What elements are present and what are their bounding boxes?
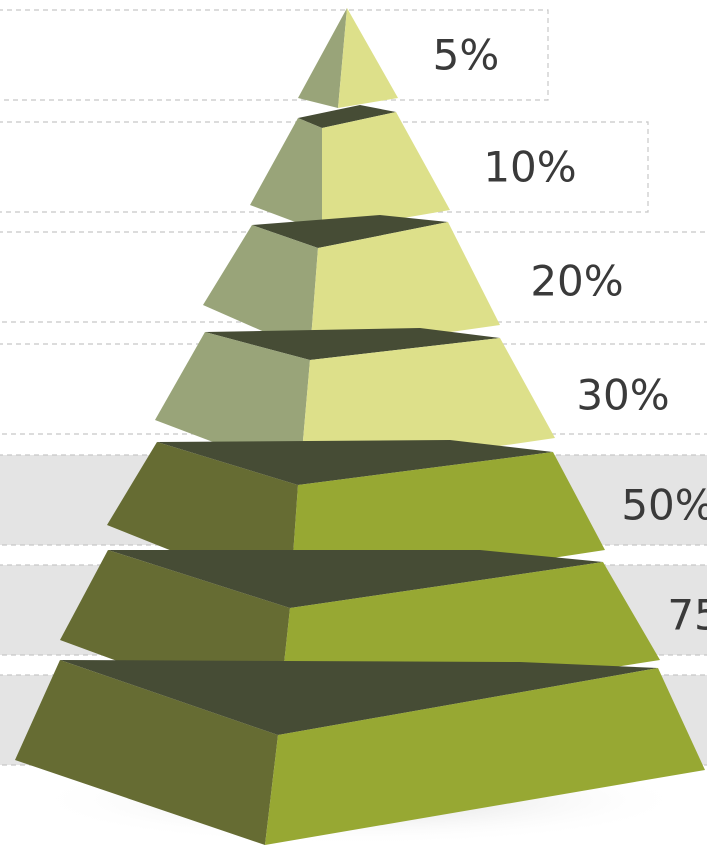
band (0, 9, 549, 101)
tier-right (322, 112, 450, 232)
tier-top (298, 105, 396, 128)
tier-label: 75% (667, 591, 707, 640)
tier-right (265, 668, 705, 845)
tier-label: 5% (433, 31, 500, 80)
labels: 5% 10% 20% 30% 50% 75% (433, 31, 707, 640)
tier-top (157, 440, 553, 485)
tier-left (250, 118, 322, 232)
tier-label: 10% (483, 143, 576, 192)
tier-top (205, 328, 500, 360)
tier-top (60, 660, 658, 735)
tier-top (252, 215, 448, 248)
tier-right (338, 8, 398, 108)
tier-left (155, 332, 310, 475)
tier-label: 30% (576, 371, 669, 420)
tier-left (298, 8, 347, 108)
tier-top (108, 550, 603, 608)
tier-label: 50% (621, 481, 707, 530)
tier-left (15, 660, 278, 845)
tier-label: 20% (530, 257, 623, 306)
pyramid (15, 8, 705, 845)
tier-right (310, 222, 500, 352)
tier-left (203, 225, 318, 352)
